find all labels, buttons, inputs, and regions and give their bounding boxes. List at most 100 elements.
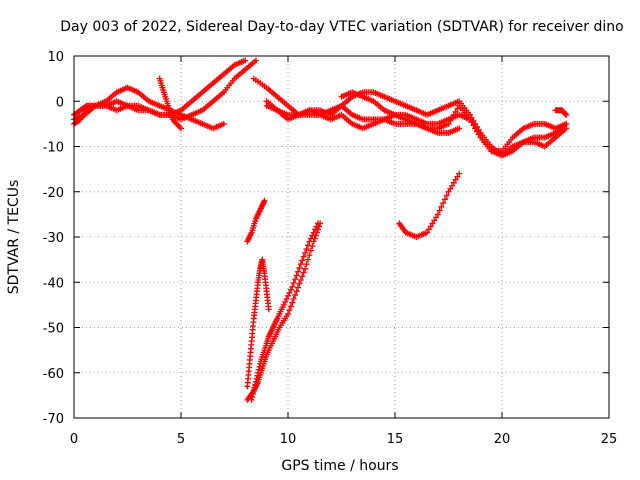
data-point <box>294 268 301 275</box>
data-point <box>297 261 304 268</box>
data-point <box>429 220 436 227</box>
data-point <box>299 257 306 264</box>
data-point <box>253 375 260 382</box>
data-point <box>282 298 289 305</box>
data-point <box>563 125 570 132</box>
data-point <box>254 372 261 379</box>
data-point <box>445 188 452 195</box>
data-point <box>299 273 306 280</box>
data-point <box>454 173 461 180</box>
data-point <box>250 387 257 394</box>
series-track-n <box>396 170 463 240</box>
series-track-m <box>248 220 321 403</box>
data-point <box>466 116 473 123</box>
data-point <box>256 363 263 370</box>
series-track-f <box>263 89 570 159</box>
y-tick-label: -40 <box>43 276 64 291</box>
data-point <box>304 256 311 263</box>
data-point <box>296 280 303 287</box>
x-tick-label: 25 <box>601 432 618 447</box>
data-points <box>71 57 570 403</box>
series-track-c <box>71 57 259 123</box>
y-tick-label: -30 <box>43 231 64 246</box>
data-point <box>293 272 300 279</box>
data-point <box>280 301 287 308</box>
y-axis-label: SDTVAR / TECUs <box>6 180 22 295</box>
data-point <box>252 378 259 385</box>
data-point <box>434 211 441 218</box>
data-point <box>255 369 262 376</box>
data-point <box>450 179 457 186</box>
data-point <box>307 235 314 242</box>
series-track-h <box>338 89 463 136</box>
y-tick-label: 10 <box>47 50 64 65</box>
data-point <box>285 292 291 299</box>
series-track-k <box>244 256 272 390</box>
data-point <box>297 276 304 283</box>
data-point <box>468 119 475 126</box>
y-tick-label: 0 <box>56 95 64 110</box>
data-point <box>452 176 459 183</box>
series-track-d <box>156 75 184 132</box>
data-point <box>261 197 268 204</box>
data-point <box>472 125 479 132</box>
data-point <box>300 253 307 260</box>
data-point <box>306 252 313 259</box>
data-point <box>303 246 310 253</box>
data-point <box>220 120 227 127</box>
data-point <box>312 226 319 233</box>
data-point <box>178 125 184 132</box>
data-point <box>303 261 310 268</box>
data-point <box>431 217 438 224</box>
y-tick-label: -70 <box>43 412 64 427</box>
data-point <box>300 269 307 276</box>
data-point <box>454 105 461 112</box>
data-point <box>290 295 297 302</box>
data-point <box>285 310 291 317</box>
data-point <box>292 292 299 299</box>
data-point <box>436 207 443 214</box>
data-point <box>427 223 434 230</box>
data-point <box>287 303 294 310</box>
data-point <box>286 289 293 296</box>
data-point <box>314 220 321 227</box>
data-point <box>440 200 447 207</box>
data-point <box>302 249 309 256</box>
data-point <box>293 288 300 295</box>
data-point <box>292 276 299 283</box>
data-point <box>309 232 316 239</box>
data-point <box>562 111 569 118</box>
data-point <box>433 214 440 221</box>
data-point <box>252 381 259 388</box>
data-point <box>265 306 272 313</box>
data-point <box>307 247 314 254</box>
y-tick-label: -10 <box>43 141 64 156</box>
data-point <box>242 57 249 64</box>
x-tick-label: 0 <box>70 432 78 447</box>
data-point <box>563 111 570 118</box>
data-point <box>286 307 293 314</box>
data-point <box>289 299 296 306</box>
data-point <box>251 384 258 391</box>
data-point <box>252 57 259 64</box>
y-tick-label: -20 <box>43 186 64 201</box>
plot-frame <box>73 55 610 419</box>
data-point <box>456 125 463 132</box>
y-tick-label: -60 <box>43 367 64 382</box>
data-point <box>441 196 448 203</box>
data-point <box>475 131 482 138</box>
data-point <box>425 226 432 233</box>
data-point <box>310 229 317 236</box>
series-track-j <box>244 197 268 245</box>
data-point <box>313 223 320 230</box>
data-point <box>456 170 463 177</box>
data-point <box>447 185 454 192</box>
x-axis-label: GPS time / hours <box>281 458 398 474</box>
data-point <box>443 192 450 199</box>
y-tick-label: -50 <box>43 322 64 337</box>
data-point <box>255 366 262 373</box>
data-point <box>306 238 313 245</box>
series-track-g <box>263 102 570 159</box>
data-point <box>287 286 294 293</box>
